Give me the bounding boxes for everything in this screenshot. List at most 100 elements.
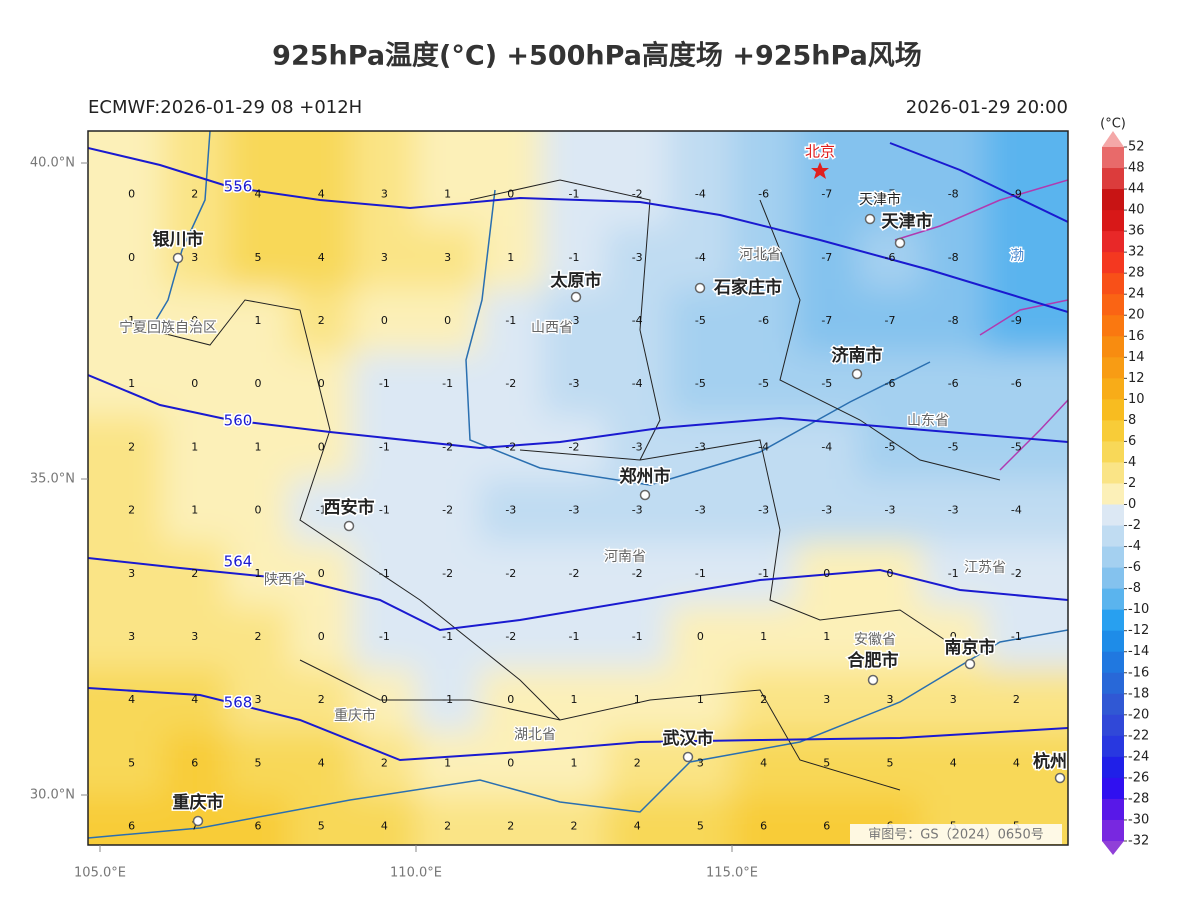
temperature-value: 1 <box>128 377 135 390</box>
colorbar-box <box>1102 357 1124 379</box>
temperature-cell <box>605 352 670 417</box>
colorbar-label: 10 <box>1128 392 1145 407</box>
temperature-cell <box>542 795 607 845</box>
city-label: 北京 <box>805 143 835 161</box>
temperature-value: 3 <box>444 251 451 264</box>
contour-label: 560 <box>224 412 253 430</box>
temperature-cell <box>479 352 544 417</box>
temperature-value: 3 <box>191 630 198 643</box>
temperature-value: 1 <box>634 693 641 706</box>
city-label: 重庆市 <box>173 792 224 813</box>
temperature-cell <box>858 795 923 845</box>
temperature-value: 0 <box>507 756 514 769</box>
colorbar-label: -18 <box>1128 686 1149 701</box>
temperature-value: -9 <box>1011 314 1022 327</box>
temperature-value: -3 <box>632 504 643 517</box>
temperature-value: 2 <box>571 820 578 833</box>
city-marker <box>894 237 906 249</box>
temperature-value: 2 <box>191 567 198 580</box>
temperature-cell <box>668 226 733 291</box>
city-label: 合肥市 <box>848 650 899 671</box>
temperature-cell <box>795 479 860 544</box>
temperature-value: 5 <box>823 756 830 769</box>
temperature-value: -6 <box>885 377 896 390</box>
temperature-value: 6 <box>191 756 198 769</box>
temperature-cell <box>226 131 291 228</box>
temperature-value: -4 <box>632 377 643 390</box>
temperature-cell <box>416 668 481 733</box>
colorbar-box <box>1102 441 1124 463</box>
temperature-cell <box>352 226 417 291</box>
colorbar-box <box>1102 798 1124 821</box>
temperature-value: 0 <box>191 314 198 327</box>
temperature-cell <box>289 289 354 354</box>
temperature-value: 3 <box>191 251 198 264</box>
coast <box>979 299 1068 336</box>
colorbar-label: -32 <box>1128 833 1149 848</box>
temperature-value: -3 <box>948 504 959 517</box>
coastline <box>894 179 1068 471</box>
river <box>88 629 1068 839</box>
city-label: 杭州 <box>1033 751 1067 772</box>
temperature-cell <box>88 605 165 670</box>
temperature-value: -4 <box>1011 504 1022 517</box>
temperature-value: 5 <box>887 756 894 769</box>
temperature-cell <box>352 352 417 417</box>
temperature-cell <box>289 226 354 291</box>
temperature-value: -1 <box>316 504 327 517</box>
border <box>149 299 561 721</box>
temperature-cell <box>479 479 544 544</box>
temperature-value: 4 <box>255 188 262 201</box>
temperature-value: 5 <box>318 820 325 833</box>
colorbar-label: 44 <box>1128 182 1145 197</box>
temperature-value: -3 <box>569 377 580 390</box>
temperature-value: -6 <box>1011 377 1022 390</box>
temperature-cell <box>352 289 417 354</box>
temperature-cell <box>226 479 291 544</box>
temperature-values: 0 2 4 4 3 1 0 -1 -2 -4 -6 -7 -7 -8 -9 0 3 5 4 3 3 1 -1 -3 -4 -6 -7… <box>128 188 1022 833</box>
temperature-value: -6 <box>948 377 959 390</box>
temperature-cell <box>984 415 1068 480</box>
temperature-cell <box>732 795 797 845</box>
coast <box>894 179 1068 241</box>
temperature-value: 0 <box>381 314 388 327</box>
border <box>299 659 901 791</box>
temperature-cell <box>226 605 291 670</box>
temperature-cell <box>542 479 607 544</box>
temperature-cell <box>795 289 860 354</box>
colorbar-label: -16 <box>1128 665 1149 680</box>
temperature-cell <box>668 352 733 417</box>
temperature-value: 0 <box>444 314 451 327</box>
temperature-value: -2 <box>569 440 580 453</box>
colorbar-label: 52 <box>1128 140 1145 155</box>
colorbar-box <box>1102 819 1124 842</box>
temperature-value: 3 <box>255 693 262 706</box>
temperature-value: -5 <box>885 440 896 453</box>
temperature-value: 6 <box>823 820 830 833</box>
temperature-cell <box>479 731 544 796</box>
temperature-value: 0 <box>191 377 198 390</box>
temperature-value: -2 <box>442 504 453 517</box>
temperature-cell <box>858 131 923 228</box>
city-label: 天津市 <box>882 211 933 232</box>
temperature-value: 2 <box>128 504 135 517</box>
temperature-cell <box>732 605 797 670</box>
province-label: 江苏省 <box>964 560 1006 576</box>
temperature-value: -2 <box>442 567 453 580</box>
temperature-value: 2 <box>255 630 262 643</box>
temperature-value: -7 <box>885 188 896 201</box>
model-run: ECMWF:2026-01-29 08 +012H <box>88 97 362 118</box>
colorbar-box <box>1102 777 1124 800</box>
temperature-cell <box>352 479 417 544</box>
temperature-value: -1 <box>379 504 390 517</box>
temperature-cell <box>163 605 228 670</box>
temperature-value: -3 <box>632 440 643 453</box>
temperature-value: -5 <box>758 377 769 390</box>
temperature-cell <box>605 289 670 354</box>
temperature-value: -1 <box>948 567 959 580</box>
temperature-value: 4 <box>950 756 957 769</box>
temperature-value: -5 <box>948 440 959 453</box>
temperature-cell <box>984 289 1068 354</box>
temperature-cell <box>542 352 607 417</box>
city-label: 武汉市 <box>663 728 714 749</box>
